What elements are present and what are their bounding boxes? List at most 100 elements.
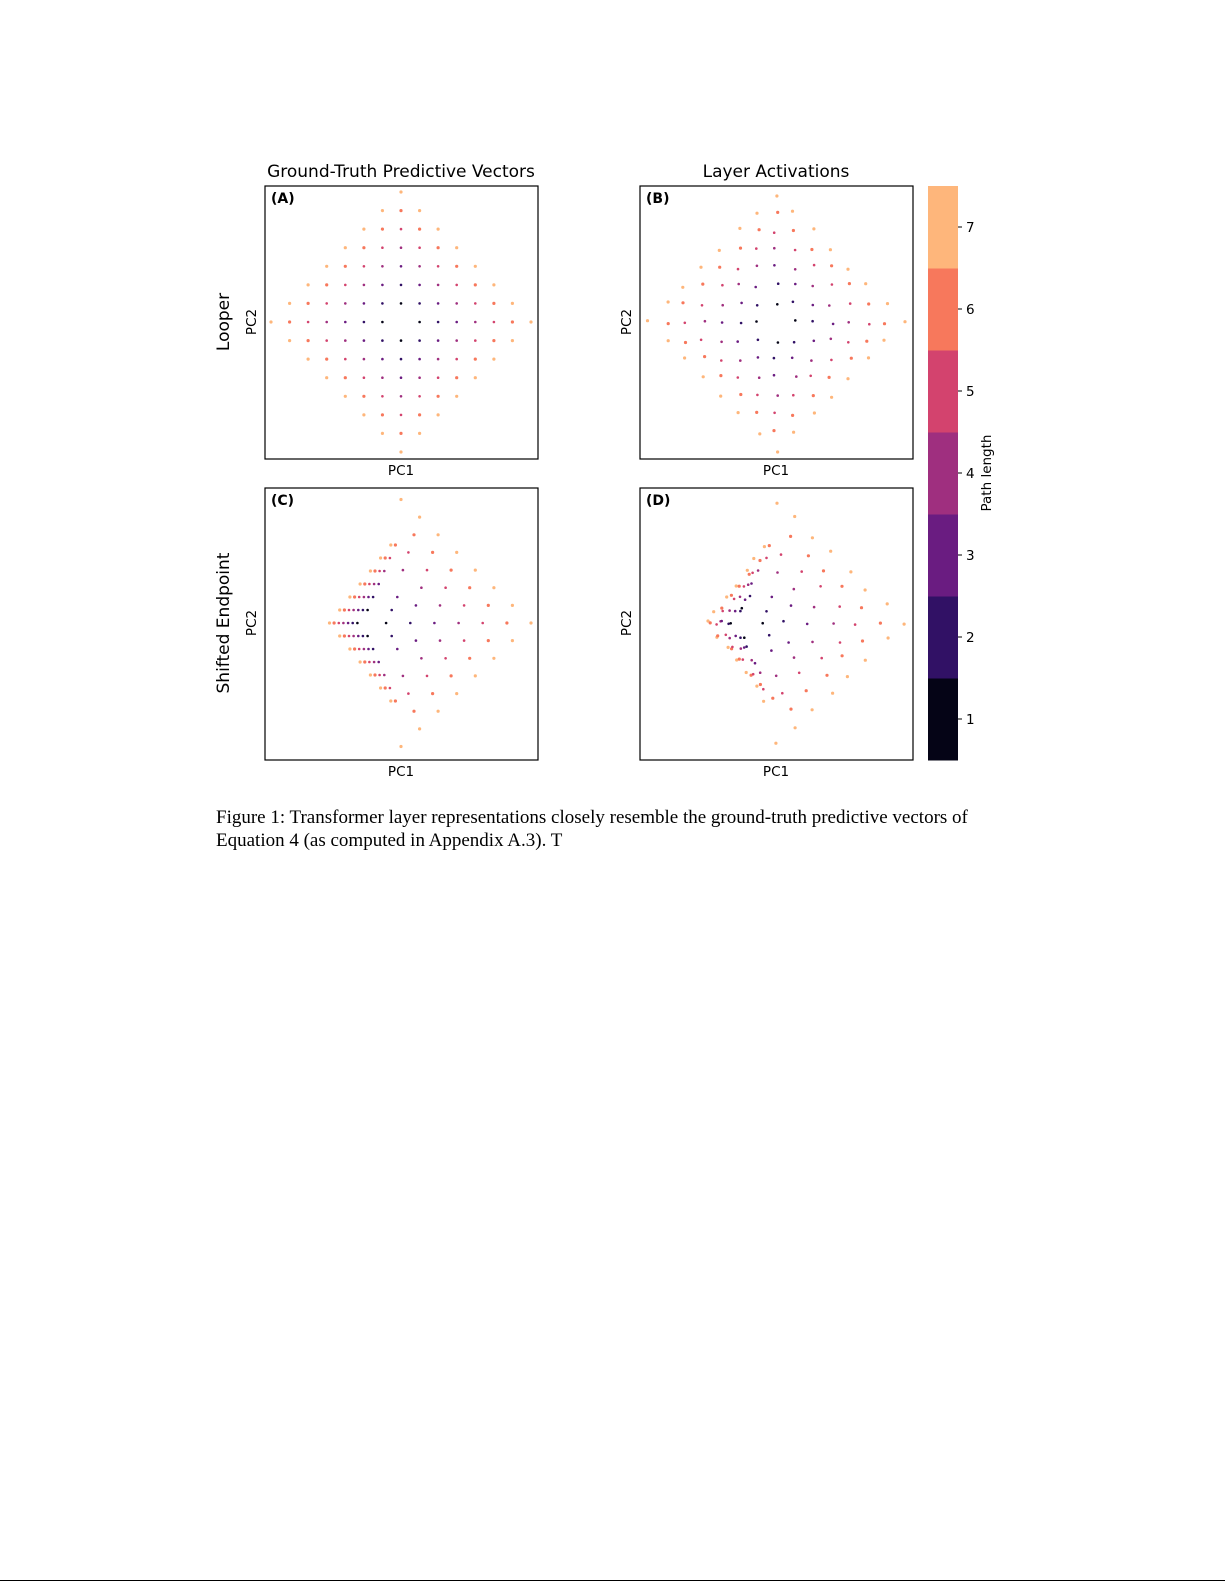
scatter-point: [338, 608, 342, 612]
panel-b: (B) PC1 PC2: [619, 185, 914, 479]
scatter-point: [859, 606, 864, 610]
scatter-point: [381, 265, 384, 268]
scatter-point: [845, 675, 850, 679]
scatter-point: [353, 595, 357, 599]
column-title-ground-truth: Ground-Truth Predictive Vectors: [267, 162, 535, 182]
scatter-point: [306, 283, 310, 287]
scatter-point: [743, 598, 747, 601]
scatter-point: [810, 708, 814, 712]
scatter-point: [793, 726, 797, 730]
scatter-point: [775, 501, 779, 505]
scatter-point: [368, 582, 371, 586]
scatter-point: [809, 374, 812, 378]
scatter-point: [362, 376, 366, 380]
scatter-point: [436, 265, 440, 268]
scatter-point: [399, 209, 403, 213]
scatter-point: [716, 634, 720, 638]
colorbar-segment: [928, 432, 958, 515]
scatter-point: [761, 621, 764, 625]
scatter-point: [486, 639, 490, 643]
scatter-point: [396, 647, 399, 651]
scatter-point: [418, 302, 421, 305]
scatter-point: [381, 246, 384, 249]
scatter-point: [529, 621, 533, 625]
scatter-point: [399, 302, 403, 305]
scatter-point: [362, 265, 366, 268]
panel-d-xlabel: PC1: [763, 764, 789, 780]
scatter-point: [399, 357, 403, 361]
scatter-point: [728, 636, 731, 640]
scatter-point: [776, 450, 780, 454]
scatter-point: [420, 657, 423, 660]
panel-c: (C) PC1 PC2: [244, 487, 539, 780]
scatter-point: [755, 410, 759, 414]
scatter-point: [510, 339, 514, 343]
scatter-point: [343, 264, 347, 268]
scatter-point: [829, 549, 833, 553]
scatter-point: [444, 657, 447, 660]
colorbar-segment: [928, 678, 958, 761]
scatter-point: [789, 707, 793, 711]
scatter-point: [418, 320, 421, 324]
scatter-point: [436, 357, 440, 361]
scatter-point: [729, 593, 734, 597]
scatter-point: [455, 550, 459, 555]
scatter-point: [755, 320, 758, 323]
scatter-point: [388, 686, 392, 690]
scatter-point: [352, 634, 355, 638]
scatter-point: [344, 302, 347, 305]
colorbar-label: Path length: [979, 435, 995, 512]
figure-1: Ground-Truth Predictive Vectors Layer Ac…: [214, 162, 995, 780]
scatter-point: [269, 320, 273, 324]
scatter-point: [721, 303, 724, 307]
scatter-point: [381, 302, 384, 305]
scatter-point: [748, 594, 752, 598]
scatter-point: [772, 429, 776, 433]
scatter-point: [362, 595, 366, 599]
scatter-point: [772, 373, 776, 377]
scatter-point: [371, 595, 375, 599]
scatter-point: [473, 674, 477, 678]
scatter-point: [418, 515, 422, 519]
scatter-point: [734, 584, 738, 588]
scatter-point: [371, 647, 375, 651]
scatter-point: [828, 248, 833, 252]
scatter-point: [418, 246, 421, 249]
scatter-point: [418, 339, 421, 342]
page-rule: [0, 1580, 1225, 1581]
scatter-point: [864, 282, 868, 286]
scatter-point: [433, 621, 436, 625]
scatter-point: [821, 569, 826, 573]
scatter-point: [757, 376, 761, 380]
scatter-point: [418, 727, 422, 731]
scatter-point: [699, 338, 703, 342]
scatter-point: [867, 302, 871, 306]
scatter-point: [742, 585, 746, 588]
scatter-point: [481, 621, 485, 625]
scatter-point: [762, 687, 765, 691]
panel-a-ylabel: PC2: [244, 309, 260, 335]
scatter-point: [368, 569, 372, 573]
scatter-point: [380, 227, 384, 231]
row-label-shifted-endpoint: Shifted Endpoint: [214, 552, 234, 693]
scatter-point: [348, 647, 352, 651]
scatter-point: [830, 264, 834, 268]
scatter-point: [492, 586, 496, 590]
scatter-point: [492, 339, 496, 343]
scatter-point: [362, 246, 366, 250]
scatter-point: [381, 395, 384, 398]
scatter-point: [412, 533, 416, 537]
scatter-point: [510, 320, 514, 324]
colorbar-tick-label: 2: [966, 630, 975, 646]
scatter-point: [486, 603, 490, 608]
scatter-point: [779, 553, 783, 556]
scatter-point: [774, 674, 778, 678]
scatter-point: [342, 634, 346, 638]
scatter-point: [734, 634, 737, 638]
scatter-point: [868, 322, 871, 326]
scatter-point: [438, 604, 442, 607]
scatter-point: [436, 339, 440, 342]
scatter-point: [362, 302, 366, 305]
scatter-point: [455, 264, 459, 268]
scatter-point: [805, 622, 809, 626]
